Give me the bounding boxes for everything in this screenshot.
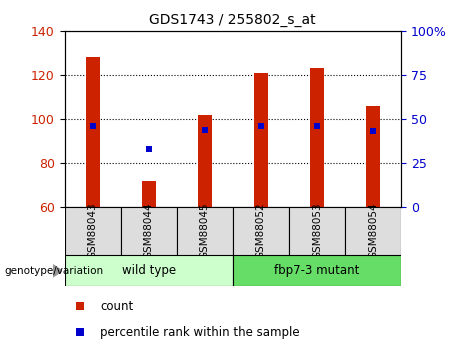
Bar (86, 57, 100, 207)
Bar (233, 255, 401, 286)
Text: wild type: wild type (122, 264, 176, 277)
Bar (289, 207, 345, 255)
Text: GSM88043: GSM88043 (88, 203, 98, 259)
Bar (233, 207, 289, 255)
Text: GSM88053: GSM88053 (312, 203, 322, 259)
Text: GSM88045: GSM88045 (200, 203, 210, 259)
Bar (345, 207, 401, 255)
Text: genotype/variation: genotype/variation (5, 266, 104, 276)
Polygon shape (53, 265, 62, 277)
Bar (121, 207, 177, 255)
Text: GSM88044: GSM88044 (144, 203, 154, 259)
Bar (65, 255, 233, 286)
Text: GSM88054: GSM88054 (368, 203, 378, 259)
Bar (254, 73, 268, 207)
Bar (142, 181, 156, 207)
Bar (366, 106, 380, 207)
Text: percentile rank within the sample: percentile rank within the sample (100, 326, 300, 338)
Bar (177, 207, 233, 255)
Text: GSM88052: GSM88052 (256, 203, 266, 259)
Text: fbp7-3 mutant: fbp7-3 mutant (274, 264, 360, 277)
Bar (310, 68, 324, 207)
Bar (65, 207, 121, 255)
Title: GDS1743 / 255802_s_at: GDS1743 / 255802_s_at (149, 13, 316, 27)
Text: count: count (100, 300, 133, 313)
Bar (198, 115, 212, 207)
